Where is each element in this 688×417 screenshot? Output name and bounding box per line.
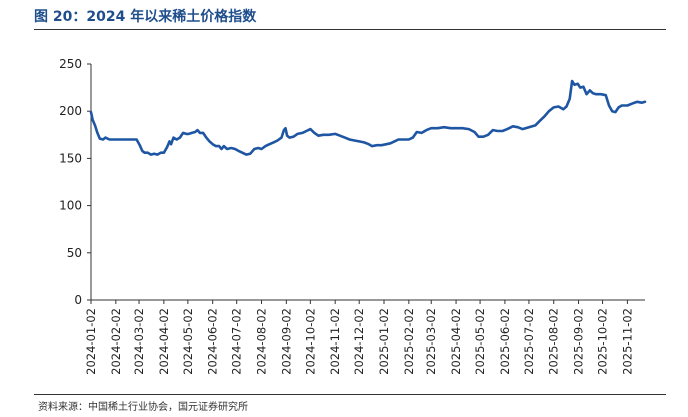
- x-tick-label: 2025-08-02: [547, 308, 561, 375]
- x-tick-label: 2024-10-02: [303, 308, 317, 375]
- x-tick-label: 2024-06-02: [206, 308, 220, 375]
- x-tick-label: 2024-08-02: [255, 308, 269, 375]
- x-tick-label: 2025-06-02: [498, 308, 512, 375]
- x-tick-label: 2025-05-02: [473, 308, 487, 375]
- chart-title: 图 20：2024 年以来稀土价格指数: [34, 9, 257, 25]
- series-line-0: [89, 79, 647, 156]
- x-tick-label: 2024-09-02: [279, 308, 293, 375]
- x-tick-label: 2025-09-02: [572, 308, 586, 375]
- source-divider: [34, 394, 666, 395]
- x-tick-label: 2025-03-02: [424, 308, 438, 375]
- x-tick-label: 2024-01-02: [84, 308, 98, 375]
- x-tick-label: 2024-04-02: [157, 308, 171, 375]
- y-tick-label: 100: [59, 199, 82, 213]
- x-tick-label: 2025-02-02: [402, 308, 416, 375]
- x-tick-label: 2025-07-02: [522, 308, 536, 375]
- y-tick-label: 150: [59, 151, 82, 165]
- x-tick-label: 2024-03-02: [132, 308, 146, 375]
- x-tick-label: 2024-02-02: [109, 308, 123, 375]
- x-tick-label: 2024-11-02: [328, 308, 342, 375]
- x-axis: 2024-01-02 2024-02-02 2024-03-02 2024-04-02…: [84, 299, 645, 375]
- y-tick-label: 0: [74, 293, 82, 307]
- x-tick-label: 2024-05-02: [181, 308, 195, 375]
- x-tick-label: 2025-01-02: [377, 308, 391, 375]
- x-tick-label: 2024-12-02: [352, 308, 366, 375]
- title-divider: [34, 29, 666, 30]
- source-note: 资料来源：中国稀土行业协会，国元证券研究所: [38, 402, 248, 413]
- y-tick-label: 50: [67, 246, 82, 260]
- x-tick-label: 2025-11-02: [620, 308, 634, 375]
- x-tick-label: 2025-10-02: [596, 308, 610, 375]
- y-tick-label: 250: [59, 57, 82, 71]
- y-tick-label: 200: [59, 104, 82, 118]
- x-tick-label: 2024-07-02: [230, 308, 244, 375]
- y-axis: 0 50 100 150 200 250: [59, 57, 92, 307]
- x-tick-label: 2025-04-02: [449, 308, 463, 375]
- series-layer: [89, 79, 647, 156]
